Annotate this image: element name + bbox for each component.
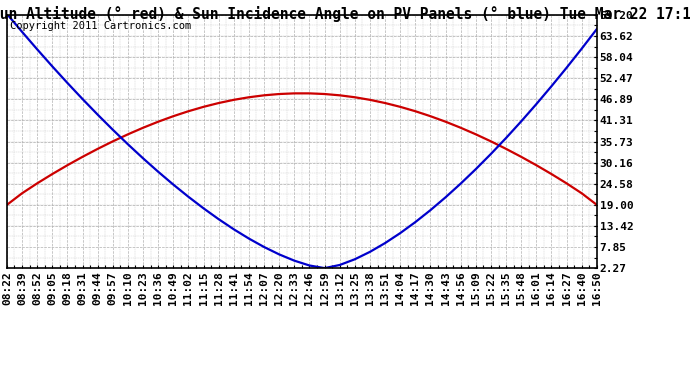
Text: Copyright 2011 Cartronics.com: Copyright 2011 Cartronics.com [10,21,191,32]
Text: Sun Altitude (° red) & Sun Incidence Angle on PV Panels (° blue) Tue Mar 22 17:1: Sun Altitude (° red) & Sun Incidence Ang… [0,6,690,22]
